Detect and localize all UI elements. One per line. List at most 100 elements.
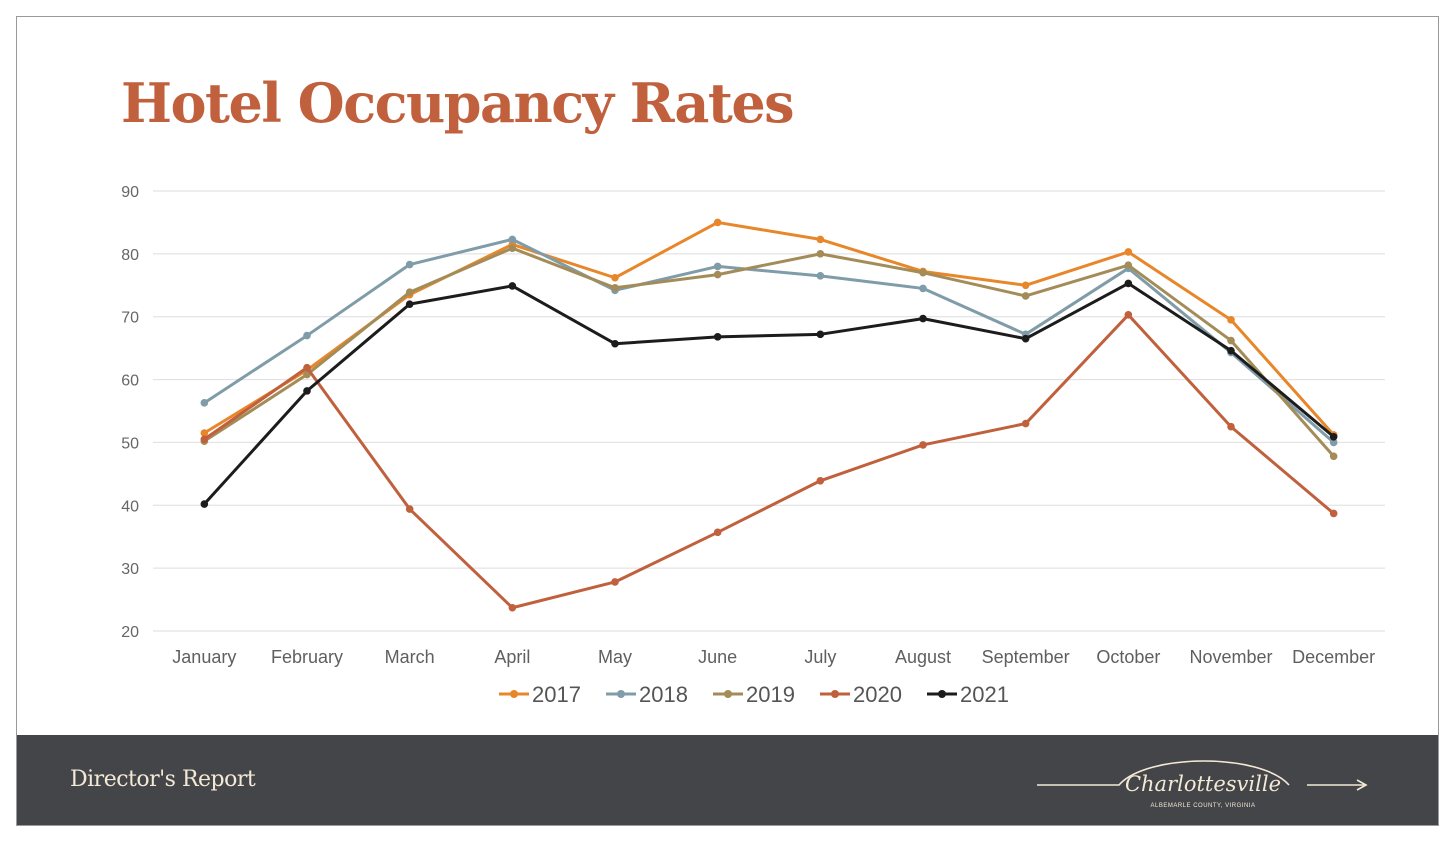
series-line-2021 — [202, 281, 1336, 506]
data-point-2019 — [1227, 336, 1235, 345]
legend-swatch-marker — [938, 690, 946, 698]
legend-swatch-marker — [510, 690, 518, 698]
data-point-2020 — [611, 578, 619, 586]
legend-label: 2017 — [532, 682, 581, 707]
y-tick-label: 90 — [121, 184, 139, 201]
x-tick-label: December — [1292, 647, 1375, 667]
y-tick-label: 70 — [121, 310, 139, 327]
footer-label: Director's Report — [70, 767, 256, 792]
series-2018 — [200, 235, 1338, 447]
legend-label: 2019 — [746, 682, 795, 707]
data-point-2021 — [508, 282, 517, 290]
data-point-2020 — [1329, 509, 1338, 518]
data-point-2020 — [405, 505, 414, 513]
data-point-2018 — [303, 331, 311, 340]
series-2020 — [200, 311, 1338, 612]
data-point-2018 — [200, 399, 209, 407]
data-point-2019 — [816, 250, 825, 258]
y-tick-label: 60 — [121, 373, 139, 390]
legend: 2017 2018 2019 2020 2021 — [499, 682, 1009, 707]
x-tick-label: July — [804, 647, 836, 667]
footer-bar: Director's Report Charlottesville ALBEMA… — [17, 735, 1438, 825]
data-point-2018 — [713, 262, 722, 271]
series-2021 — [200, 279, 1338, 508]
svg-text:Charlottesville: Charlottesville — [1125, 772, 1281, 796]
x-tick-label: February — [271, 647, 343, 667]
y-tick-labels: 20 30 40 50 60 70 80 90 — [121, 184, 139, 641]
data-point-2021 — [1021, 334, 1030, 343]
legend-item-2017: 2017 — [499, 682, 581, 707]
data-point-2019 — [508, 244, 517, 252]
x-tick-label: August — [895, 647, 951, 667]
data-point-2020 — [713, 528, 722, 537]
data-point-2018 — [816, 272, 825, 280]
data-point-2020 — [303, 363, 311, 372]
y-tick-label: 40 — [121, 498, 139, 515]
data-point-2020 — [508, 603, 517, 612]
svg-text:ALBEMARLE COUNTY, VIRGINIA: ALBEMARLE COUNTY, VIRGINIA — [1151, 803, 1256, 809]
data-point-2017 — [1227, 316, 1235, 324]
data-point-2021 — [919, 314, 927, 323]
y-tick-label: 50 — [121, 435, 139, 452]
data-point-2019 — [919, 268, 927, 277]
data-point-2018 — [405, 260, 414, 269]
legend-item-2021: 2021 — [927, 682, 1009, 707]
x-tick-label: September — [982, 647, 1070, 667]
series-2017 — [200, 218, 1338, 439]
data-point-2020 — [1124, 311, 1133, 319]
data-point-2021 — [1124, 279, 1133, 288]
occupancy-line-chart: 20 30 40 50 60 70 80 90 January February March Apri… — [121, 184, 1385, 707]
data-point-2017 — [1124, 248, 1133, 256]
data-point-2017 — [713, 218, 722, 227]
legend-item-2019: 2019 — [713, 682, 795, 707]
data-point-2017 — [816, 235, 825, 244]
data-point-2018 — [919, 284, 927, 293]
data-point-2017 — [1021, 281, 1030, 290]
data-point-2019 — [1021, 292, 1030, 300]
legend-swatch-marker — [724, 690, 732, 698]
data-point-2021 — [303, 387, 311, 395]
y-tick-label: 80 — [121, 247, 139, 264]
x-tick-label: November — [1189, 647, 1272, 667]
data-point-2018 — [508, 235, 517, 244]
data-point-2018 — [1329, 438, 1338, 447]
slide-title: Hotel Occupancy Rates — [121, 71, 795, 135]
x-tick-labels: January February March April May June July Augu… — [172, 647, 1375, 667]
data-point-2019 — [611, 284, 619, 292]
slide: Hotel Occupancy Rates 20 30 40 50 60 70 80 90 Ja… — [16, 16, 1439, 826]
charlottesville-logo: Charlottesville ALBEMARLE COUNTY, VIRGIN… — [1037, 760, 1368, 809]
legend-label: 2021 — [960, 682, 1009, 707]
series-line-2018 — [202, 237, 1336, 444]
data-point-2020 — [1227, 422, 1235, 431]
x-tick-label: May — [598, 647, 632, 667]
data-point-2021 — [816, 330, 825, 339]
data-point-2021 — [1329, 432, 1338, 441]
data-point-2021 — [200, 500, 209, 508]
data-point-2019 — [1329, 452, 1338, 461]
x-tick-label: January — [172, 647, 236, 667]
x-tick-label: March — [385, 647, 435, 667]
data-point-2020 — [1021, 419, 1030, 428]
legend-label: 2018 — [639, 682, 688, 707]
data-point-2021 — [713, 333, 722, 341]
data-point-2021 — [611, 339, 619, 348]
data-point-2020 — [816, 476, 825, 485]
legend-swatch-marker — [831, 690, 839, 698]
data-point-2019 — [1124, 261, 1133, 269]
x-tick-label: April — [494, 647, 530, 667]
data-point-2019 — [405, 288, 414, 297]
data-point-2020 — [200, 435, 209, 444]
data-point-2017 — [611, 273, 619, 282]
y-tick-label: 30 — [121, 561, 139, 578]
data-point-2020 — [919, 441, 927, 449]
series-line-2020 — [202, 313, 1336, 610]
series-line-2019 — [202, 246, 1336, 458]
legend-label: 2020 — [853, 682, 902, 707]
legend-item-2018: 2018 — [606, 682, 688, 707]
data-point-2021 — [1227, 346, 1235, 355]
data-point-2019 — [713, 270, 722, 279]
legend-swatch-marker — [617, 690, 625, 698]
data-point-2021 — [405, 300, 414, 308]
x-tick-label: October — [1096, 647, 1160, 667]
y-tick-label: 20 — [121, 624, 139, 641]
